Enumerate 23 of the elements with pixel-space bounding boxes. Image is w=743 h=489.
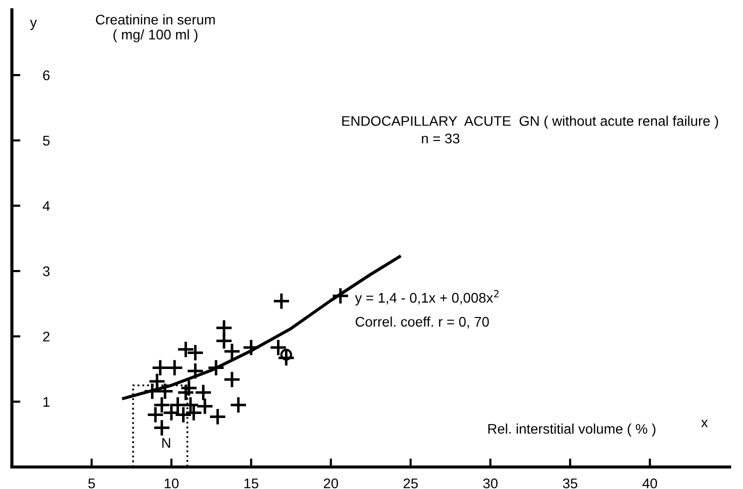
y-tick-label: 1 bbox=[44, 397, 50, 407]
x-tick-label: 35 bbox=[562, 478, 578, 488]
x-tick-label: 25 bbox=[404, 478, 418, 488]
y-tick-label: 4 bbox=[42, 201, 50, 211]
x-tick-label: 10 bbox=[164, 478, 179, 488]
text: ENDOCAPILLARY ACUTE GN ( without acute renal failure ) bbox=[342, 116, 718, 129]
y-axis-title: Creatinine in serum ( mg/ 100 ml ) bbox=[96, 14, 215, 42]
annotation: N bbox=[162, 438, 170, 448]
x-tick-label: 15 bbox=[244, 478, 258, 488]
x-tick-label: 30 bbox=[483, 478, 498, 488]
x-tick-label: 20 bbox=[324, 478, 338, 488]
y-tick-label: 6 bbox=[43, 70, 50, 80]
x-tick-label: 5 bbox=[88, 478, 95, 488]
annotation: y = 1,4 - 0,1x + 0,008x$^{2}$ bbox=[355, 290, 499, 306]
annotation: y bbox=[30, 20, 37, 30]
y-tick-label: 5 bbox=[43, 136, 50, 146]
y-tick-label: 3 bbox=[42, 266, 50, 276]
annotation: Correl. coeff. r = 0, 70 bbox=[356, 316, 489, 328]
text: n = 33 bbox=[422, 134, 460, 144]
x-tick-label: 40 bbox=[642, 478, 658, 488]
x-axis-title: Rel. interstitial volume ( % ) bbox=[488, 424, 656, 436]
y-tick-label: 2 bbox=[43, 332, 50, 342]
annotation: x bbox=[701, 420, 708, 428]
